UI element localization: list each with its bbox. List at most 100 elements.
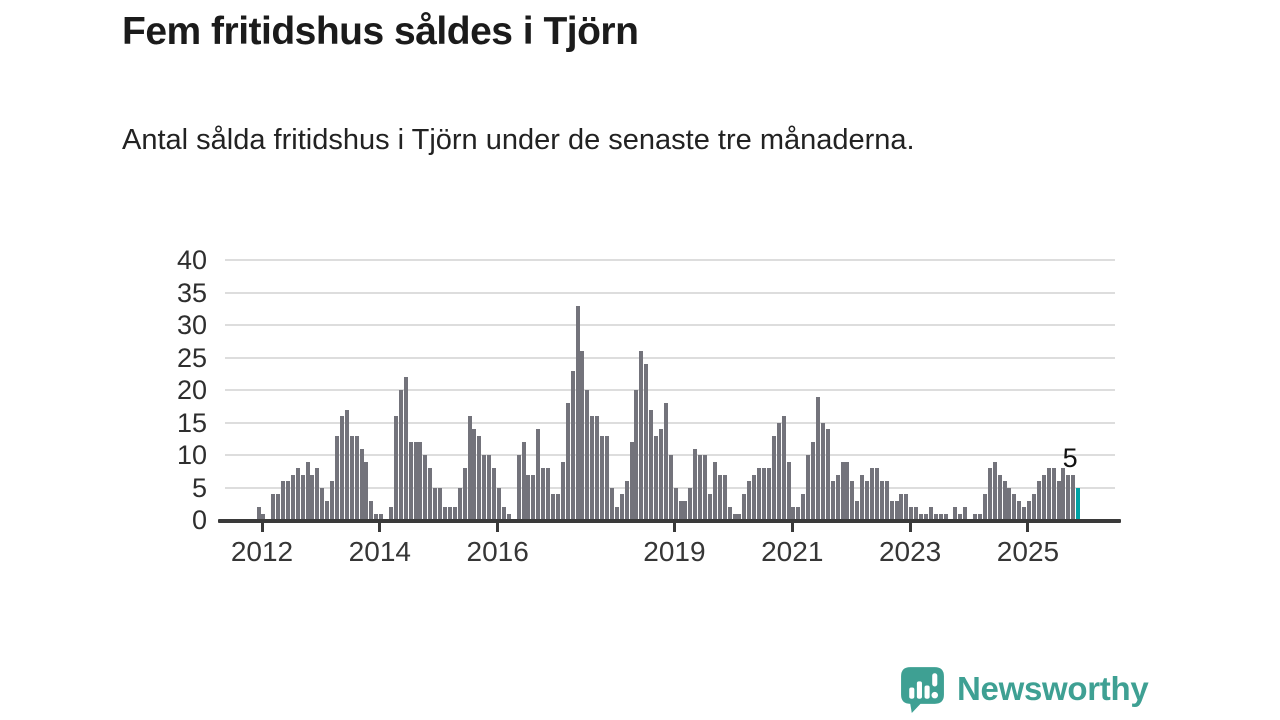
bar — [619, 494, 624, 520]
bar — [698, 455, 703, 520]
bar — [320, 487, 325, 520]
bar — [310, 474, 315, 520]
bar — [604, 435, 609, 520]
x-tick-label-2014: 2014 — [348, 536, 411, 567]
bar — [884, 481, 889, 520]
bar — [281, 481, 286, 520]
bar — [379, 513, 384, 520]
bar — [393, 416, 398, 520]
x-tick-label-2012: 2012 — [230, 536, 294, 567]
bar — [850, 481, 855, 520]
bar — [732, 513, 737, 520]
bar — [595, 416, 600, 520]
bar — [541, 468, 546, 520]
last-value-label: 5 — [1062, 442, 1078, 473]
bar — [261, 513, 266, 520]
bar — [840, 461, 845, 520]
bar — [757, 468, 762, 520]
bar — [433, 487, 438, 520]
bar — [997, 474, 1002, 520]
bar — [1051, 468, 1056, 520]
y-tick-label-10: 10 — [176, 440, 207, 470]
bar — [712, 461, 717, 520]
x-tick-label-2016: 2016 — [466, 536, 529, 567]
bar — [992, 461, 997, 520]
bar — [531, 474, 536, 520]
bar — [452, 507, 457, 520]
bar — [536, 429, 541, 520]
bar — [339, 416, 344, 520]
bar — [673, 487, 678, 520]
bar — [359, 448, 364, 520]
bar — [811, 442, 816, 520]
bar — [590, 416, 595, 520]
x-tick-2023 — [908, 523, 912, 532]
bar — [423, 455, 428, 520]
y-tick-label-20: 20 — [176, 375, 207, 405]
x-tick-2012 — [260, 523, 264, 532]
bar — [271, 494, 276, 520]
bar — [413, 442, 418, 520]
bar — [600, 435, 605, 520]
bar — [629, 442, 634, 520]
bar — [472, 429, 477, 520]
bar — [501, 507, 506, 520]
bar — [305, 461, 310, 520]
gridline-25 — [225, 356, 1115, 359]
bar — [776, 422, 781, 520]
bar — [467, 416, 472, 520]
bar — [496, 487, 501, 520]
bar — [565, 403, 570, 520]
y-tick-label-0: 0 — [191, 505, 207, 535]
bar — [639, 351, 644, 520]
x-tick-2025 — [1026, 523, 1030, 532]
gridline-20 — [225, 389, 1115, 391]
bar — [1007, 487, 1012, 520]
bar — [614, 507, 619, 520]
x-axis-line — [218, 519, 1121, 523]
bar — [658, 429, 663, 520]
bar — [899, 494, 904, 520]
x-tick-label-2021: 2021 — [761, 536, 824, 567]
bar — [330, 481, 335, 520]
bar — [644, 364, 649, 520]
y-tick-label-25: 25 — [176, 342, 207, 373]
bar — [889, 500, 894, 520]
bar — [344, 409, 349, 520]
bar — [1002, 481, 1007, 520]
bar-highlighted-latest — [1076, 487, 1081, 520]
bar — [1036, 481, 1041, 520]
bar — [762, 468, 767, 520]
bar — [325, 500, 330, 520]
brand-name: Newsworthy — [957, 669, 1149, 707]
bar — [369, 500, 374, 520]
bar — [678, 500, 683, 520]
bar — [389, 507, 394, 520]
y-tick-label-30: 30 — [176, 310, 207, 340]
bar — [300, 474, 305, 520]
chart-subtitle: Antal sålda fritidshus i Tjörn under de … — [122, 124, 915, 156]
bar — [487, 455, 492, 520]
bar — [904, 494, 909, 520]
bar — [1071, 474, 1076, 520]
bar — [1041, 474, 1046, 520]
brand-footer: Newsworthy — [898, 664, 1149, 713]
bar — [1046, 468, 1051, 520]
bar — [870, 468, 874, 520]
bar — [943, 513, 948, 520]
chart-title: Fem fritidshus såldes i Tjörn — [122, 10, 639, 53]
bar — [801, 494, 806, 520]
bar — [791, 507, 796, 520]
y-tick-label-40: 40 — [176, 245, 207, 275]
bar — [845, 461, 850, 520]
bar — [703, 455, 708, 520]
x-tick-2021 — [790, 523, 794, 532]
bar — [708, 494, 713, 520]
bar — [1022, 507, 1027, 520]
bar — [457, 487, 462, 520]
bar — [1066, 474, 1071, 520]
bar — [609, 487, 614, 520]
bar — [398, 390, 403, 520]
bar — [256, 507, 261, 520]
bar — [546, 468, 551, 520]
